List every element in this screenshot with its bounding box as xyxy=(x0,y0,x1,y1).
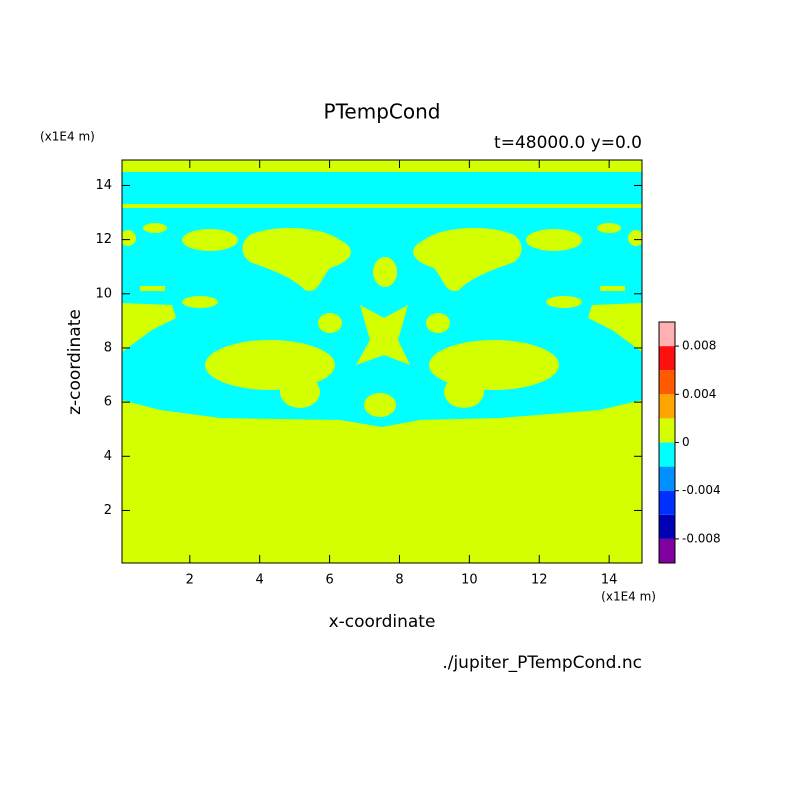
contour-region xyxy=(280,376,320,408)
contour-region xyxy=(356,305,410,365)
x-tick-label: 6 xyxy=(325,573,333,588)
contour-region xyxy=(140,286,165,291)
x-tick-label: 12 xyxy=(531,573,548,588)
contour-region xyxy=(364,393,396,417)
colorbar-bin xyxy=(659,442,675,467)
contour-region xyxy=(426,313,450,333)
contour-region xyxy=(182,296,218,308)
plot-frame xyxy=(121,159,643,564)
y-tick-label: 10 xyxy=(95,286,112,301)
x-tick-label: 8 xyxy=(395,573,403,588)
colorbar-bin xyxy=(659,322,675,347)
colorbar-bin xyxy=(659,346,675,371)
contour-region xyxy=(373,257,397,287)
contour-region xyxy=(628,230,642,246)
contour-region xyxy=(182,229,238,251)
colorbar-bin xyxy=(659,514,675,539)
colorbar-tick-label: 0 xyxy=(682,435,690,449)
subtitle: t=48000.0 y=0.0 xyxy=(494,133,642,153)
x-tick-label: 14 xyxy=(601,573,618,588)
x-tick-label: 4 xyxy=(256,573,264,588)
contour-region xyxy=(413,228,522,291)
colorbar-bin xyxy=(659,490,675,515)
contour-field xyxy=(122,160,642,563)
contour-region xyxy=(242,228,351,291)
y-tick-label: 14 xyxy=(95,178,112,193)
x-axis-label: x-coordinate xyxy=(329,612,436,632)
x-unit: (x1E4 m) xyxy=(601,590,656,604)
y-tick-label: 6 xyxy=(104,395,112,410)
contour-region xyxy=(600,286,625,291)
contour-region xyxy=(318,313,342,333)
colorbar-bin xyxy=(659,394,675,419)
colorbar-bin xyxy=(659,418,675,443)
colorbar-bin xyxy=(659,466,675,491)
colorbar-tick-label: -0.004 xyxy=(682,483,721,497)
contour-region xyxy=(588,303,642,352)
colorbar-bin xyxy=(659,538,675,563)
x-tick-label: 2 xyxy=(186,573,194,588)
contour-region xyxy=(546,296,582,308)
y-tick-label: 8 xyxy=(104,340,112,355)
y-axis-label: z-coordinate xyxy=(65,309,85,415)
colorbar-tick-label: 0.004 xyxy=(682,387,716,401)
x-tick-label: 10 xyxy=(461,573,478,588)
contour-region xyxy=(143,223,167,233)
y-tick-label: 4 xyxy=(104,449,112,464)
y-tick-label: 2 xyxy=(104,503,112,518)
source-label: ./jupiter_PTempCond.nc xyxy=(442,653,642,673)
contour-region xyxy=(122,204,642,208)
contour-region xyxy=(122,230,136,246)
y-tick-label: 12 xyxy=(95,232,112,247)
contour-region xyxy=(526,229,582,251)
contour-region xyxy=(122,303,176,352)
colorbar-tick-label: -0.008 xyxy=(682,531,721,545)
contour-region xyxy=(444,376,484,408)
colorbar-tick-label: 0.008 xyxy=(682,339,716,353)
contour-region xyxy=(597,223,621,233)
y-unit: (x1E4 m) xyxy=(40,130,95,144)
chart-title: PTempCond xyxy=(324,100,441,124)
colorbar-bin xyxy=(659,370,675,395)
